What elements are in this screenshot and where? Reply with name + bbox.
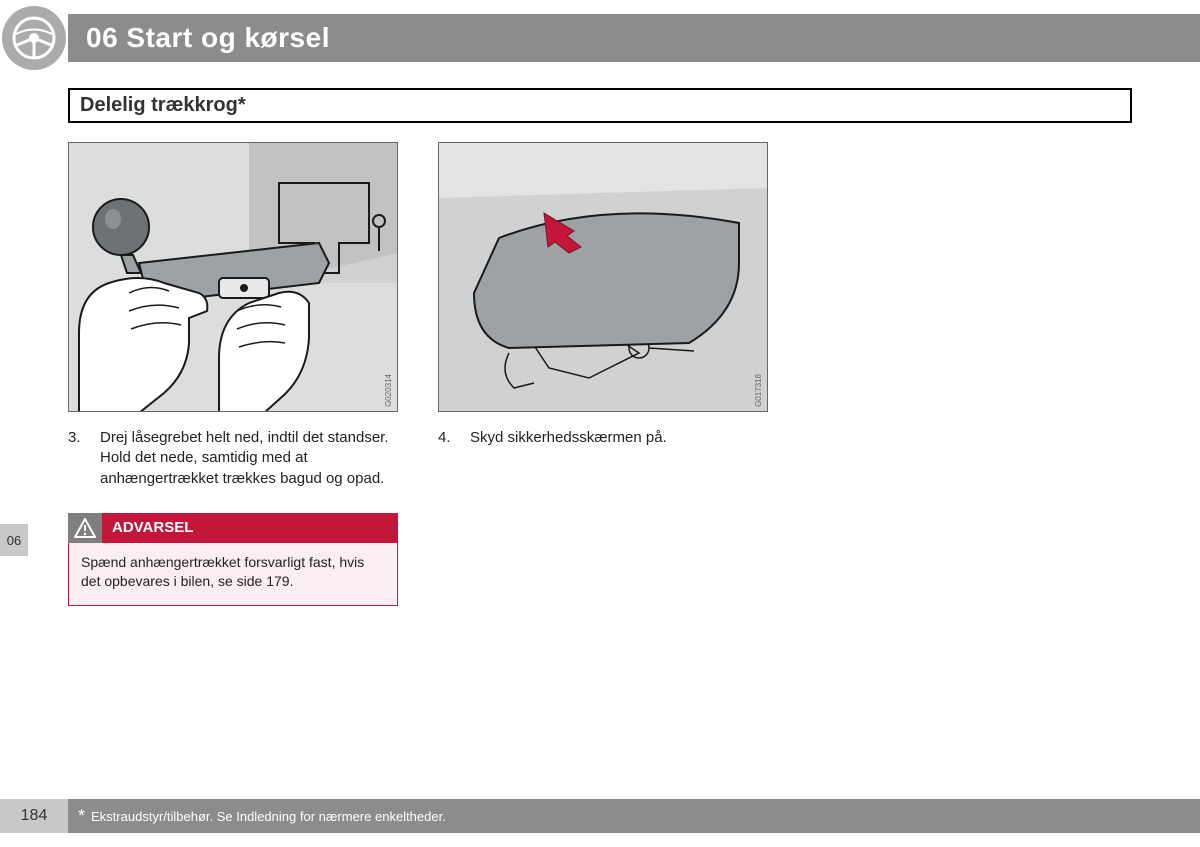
chapter-title: 06 Start og kørsel [86,22,330,54]
side-tab-label: 06 [7,533,21,548]
page-number-box: 184 [0,799,68,833]
column-left: G020314 3. Drej låsegrebet helt ned, ind… [68,142,398,606]
section-title: Delelig trækkrog* [80,94,246,116]
footnote-star-icon: * [78,806,85,827]
warning-label: ADVARSEL [112,519,193,536]
section-title-box: Delelig trækkrog* [68,88,1132,123]
content-columns: G020314 3. Drej låsegrebet helt ned, ind… [68,142,1132,606]
side-tab: 06 [0,524,28,556]
warning-body: Spænd anhængertrækket forsvarligt fast, … [68,543,398,606]
step-4-text: Skyd sikkerhedsskærmen på. [470,428,667,448]
figure-left-svg [69,143,398,412]
step-3: 3. Drej låsegrebet helt ned, indtil det … [68,428,398,489]
footnote-text: Ekstraudstyr/tilbehør. Se Indledning for… [91,809,446,824]
warning-header: ADVARSEL [68,513,398,543]
figure-right-id: G017318 [754,374,763,407]
figure-safety-cover: G017318 [438,142,768,412]
step-3-text: Drej låsegrebet helt ned, indtil det sta… [100,428,398,489]
warning-box: ADVARSEL Spænd anhængertrækket forsvarli… [68,513,398,606]
figure-left-id: G020314 [384,374,393,407]
warning-icon-wrap [68,513,102,543]
steering-wheel-icon [11,15,57,61]
step-4-num: 4. [438,428,456,448]
column-right: G017318 4. Skyd sikkerhedsskærmen på. [438,142,768,606]
figure-right-svg [439,143,768,412]
figure-hands-towbar: G020314 [68,142,398,412]
warning-triangle-icon [74,518,96,538]
page-number: 184 [21,807,48,825]
step-4: 4. Skyd sikkerhedsskærmen på. [438,428,768,448]
footer-bar: * Ekstraudstyr/tilbehør. Se Indledning f… [68,799,1200,833]
chapter-header: 06 Start og kørsel [68,14,1200,62]
step-3-num: 3. [68,428,86,489]
chapter-icon-wrap [2,6,66,70]
